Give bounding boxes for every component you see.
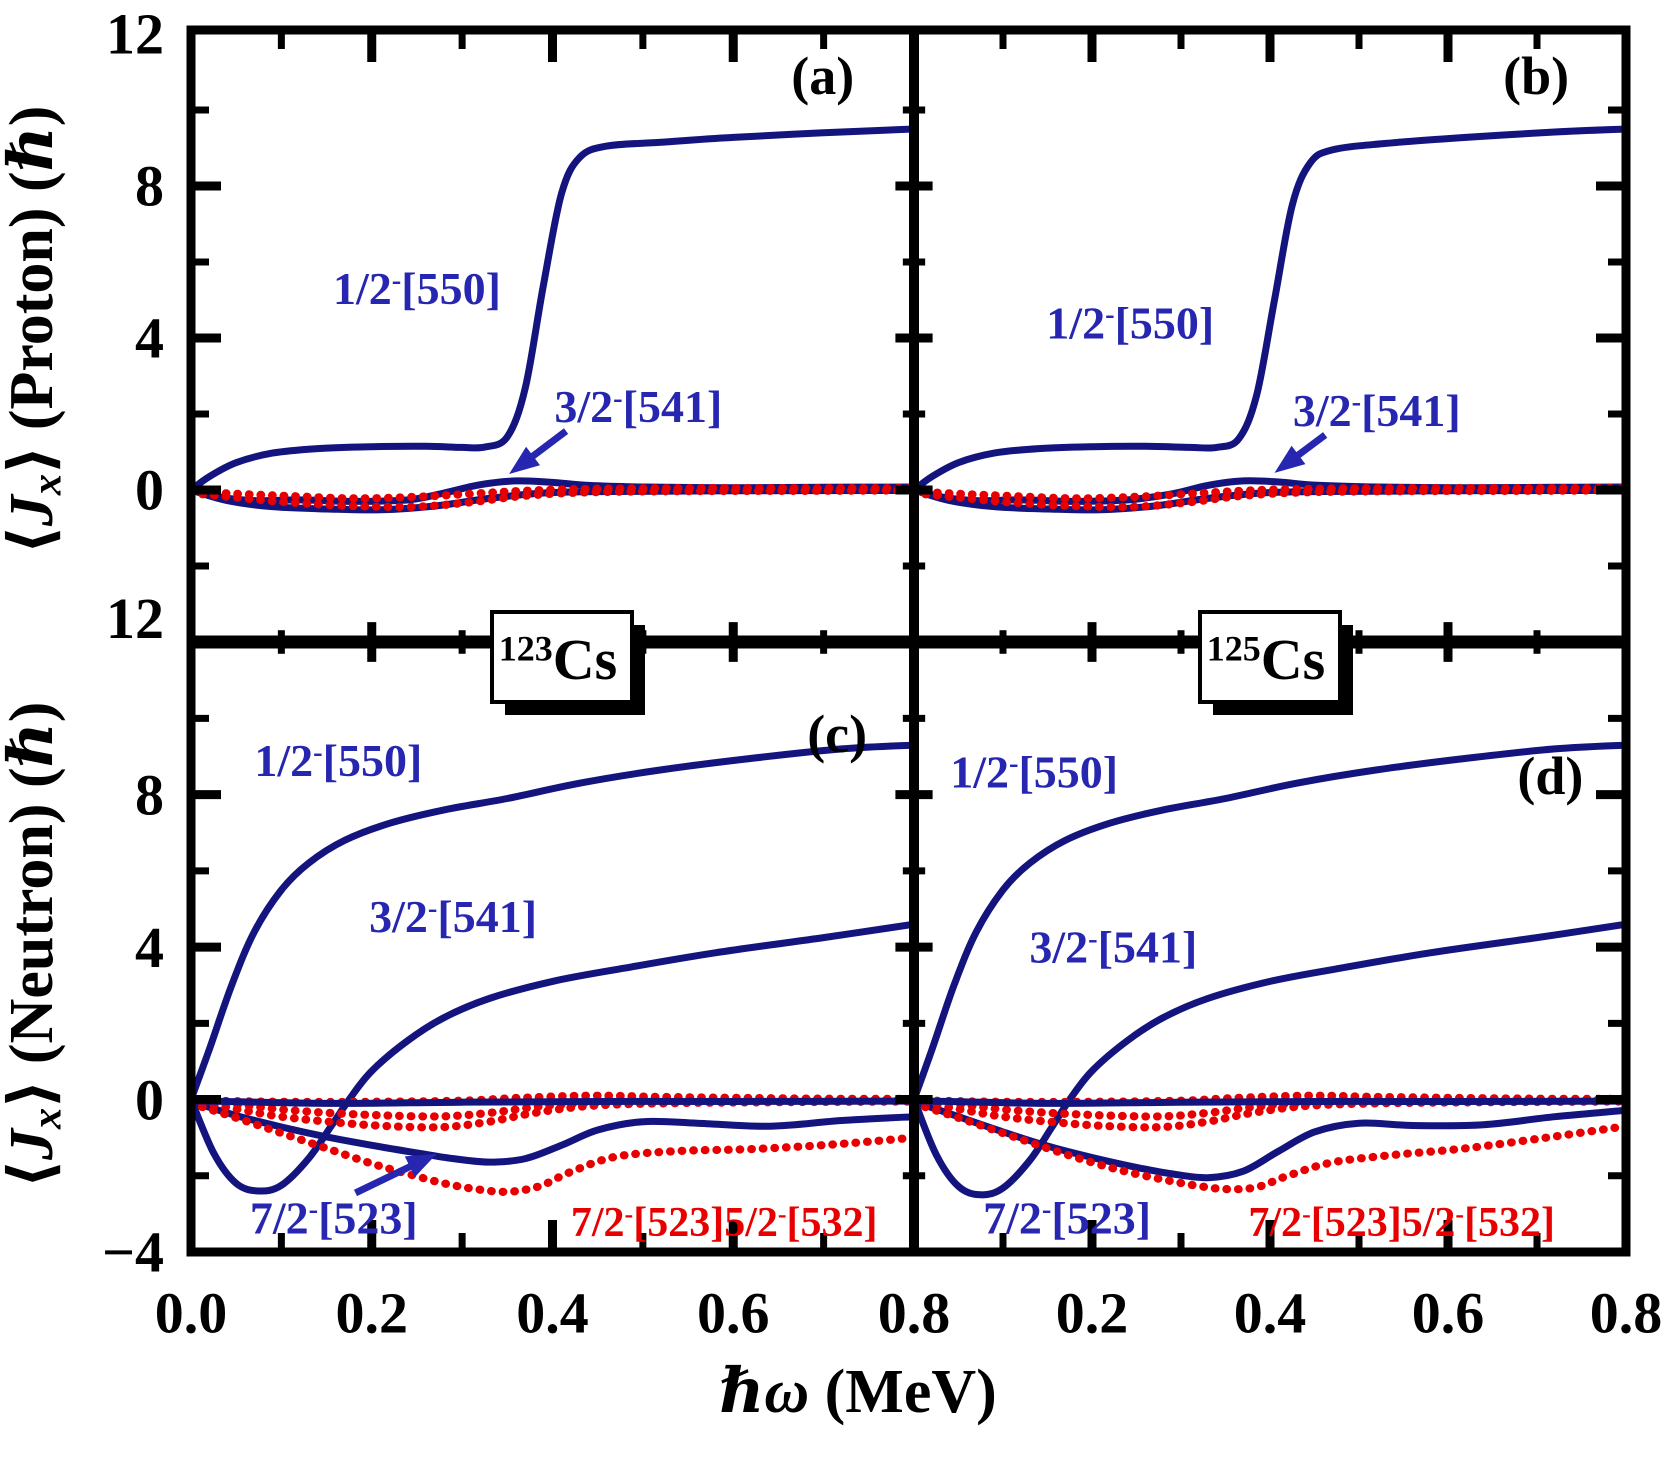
curve-d-red-band-2 [914, 1096, 1626, 1121]
y-tick-label-bottom: 12 [106, 586, 164, 651]
panel-d-label-7-2-523-5-2-532: 7/2-[523]5/2-[532] [1248, 1199, 1555, 1245]
x-tick-label: 0.0 [155, 1281, 228, 1346]
panel-d-label-7-2-523: 7/2-[523] [983, 1192, 1151, 1243]
curve-c-7-2-523 [191, 1098, 914, 1166]
nuclide-box-frame [1198, 610, 1342, 704]
panel-d-curves [914, 741, 1626, 1199]
x-axis-title: ℏω (MeV) [719, 1358, 997, 1426]
curve-c-1-2-550 [191, 741, 914, 1103]
panel-b-label-3-2-541: 3/2-[541] [1293, 385, 1461, 436]
panel-d-annotations: 1/2-[550] 3/2-[541] 7/2-[523] 7/2-[523]5/2-… [950, 746, 1583, 1246]
curve-a-red-dotted-2 [191, 486, 914, 512]
panel-a-corner-a: (a) [791, 46, 854, 106]
x-tick-label: 0.2 [336, 1281, 409, 1346]
arrow-head [404, 1153, 437, 1178]
panel-a-curves [191, 125, 914, 514]
y-tick-label-bottom: 4 [135, 915, 164, 980]
curve-c-3-2-541 [191, 920, 914, 1195]
panel-d-label-3-2-541: 3/2-[541] [1029, 922, 1197, 973]
arrow-head [509, 446, 540, 474]
panel-a-arrow [509, 428, 569, 474]
y-tick-label-bottom: 8 [135, 762, 164, 827]
axis-titles: ⟨Jx⟩ (Proton) (ℏ) ⟨Jx⟩ (Neutron) (ℏ) ℏω (M… [0, 106, 997, 1426]
y-tick-label-top: 0 [135, 458, 164, 523]
panel-c-label-7-2-523: 7/2-[523] [250, 1192, 418, 1243]
panel-b-curves [914, 125, 1626, 514]
curve-c-7-2-523-5-2-532 [191, 1099, 914, 1196]
nuclide-box-125cs: 125Cs [1198, 610, 1353, 715]
x-tick-label: 0.4 [516, 1281, 589, 1346]
y-tick-label-top: 8 [135, 154, 164, 219]
panel-c-curves [191, 741, 914, 1196]
nuclide-box-123cs: 123Cs [490, 610, 645, 715]
panel-c-arrow [353, 1153, 437, 1197]
arrow-shaft [527, 428, 569, 462]
curve-a-blue-lower [191, 486, 914, 514]
panel-c-corner-c: (c) [807, 704, 867, 764]
x-tick-label: 0.8 [878, 1281, 951, 1346]
panel-c-label-7-2-523-5-2-532: 7/2-[523]5/2-[532] [571, 1199, 878, 1245]
x-tick-label: 0.6 [1412, 1281, 1485, 1346]
curve-d-7-2-523-5-2-532 [914, 1099, 1626, 1194]
curve-b-1-2-550 [914, 125, 1626, 494]
y-tick-label-top: 4 [135, 306, 164, 371]
nuclide-label: 123Cs [499, 627, 617, 692]
panel-d-label-1-2-550: 1/2-[550] [950, 746, 1118, 797]
y-axis-title-neutron: ⟨Jx⟩ (Neutron) (ℏ) [0, 702, 71, 1189]
y-tick-label-bottom: 0 [135, 1067, 164, 1132]
curve-b-red-dotted-2 [914, 486, 1626, 512]
x-tick-label: 0.4 [1234, 1281, 1307, 1346]
arrow-head [1274, 445, 1306, 473]
panel-c-annotations: 1/2-[550] 3/2-[541] 7/2-[523] 7/2-[523]5/2-… [250, 704, 878, 1246]
y-axis-title-proton: ⟨Jx⟩ (Proton) (ℏ) [0, 106, 71, 555]
y-tick-label-bottom: −4 [102, 1220, 164, 1285]
x-tick-label: 0.6 [697, 1281, 770, 1346]
arrow-shaft [1293, 432, 1328, 461]
curve-d-3-2-541 [914, 920, 1626, 1199]
panel-b-corner-b: (b) [1503, 46, 1569, 106]
axis-ticks [191, 30, 1626, 1252]
x-tick-label: 0.2 [1056, 1281, 1129, 1346]
curve-c-blue-flat [191, 1097, 914, 1107]
curve-d-1-2-550 [914, 741, 1626, 1103]
panel-b-label-1-2-550: 1/2-[550] [1046, 297, 1214, 348]
panel-b-arrow [1274, 432, 1328, 473]
panel-c-label-3-2-541: 3/2-[541] [369, 891, 537, 942]
arrow-shaft [353, 1161, 415, 1197]
panel-c-label-1-2-550: 1/2-[550] [254, 735, 422, 786]
panel-b-annotations: 1/2-[550] 3/2-[541] (b) [1046, 46, 1569, 473]
curve-a-1-2-550 [191, 125, 914, 494]
panel-d-corner-d: (d) [1517, 746, 1583, 806]
nuclide-box-frame [490, 610, 634, 704]
panel-a-label-3-2-541: 3/2-[541] [554, 381, 722, 432]
nuclide-label: 125Cs [1207, 627, 1325, 692]
panel-a-annotations: 1/2-[550] 3/2-[541] (a) [333, 46, 854, 474]
panel-a-label-1-2-550: 1/2-[550] [333, 263, 501, 314]
tick-labels: 12 8 4 0 12 8 4 0 −40.0 0.2 0.4 0.6 0.8 0.2 0.4 0.6 0.8 [102, 2, 1662, 1346]
curve-d-blue-flat [914, 1097, 1626, 1107]
x-tick-label: 0.8 [1590, 1281, 1663, 1346]
y-tick-label-top: 12 [106, 2, 164, 67]
